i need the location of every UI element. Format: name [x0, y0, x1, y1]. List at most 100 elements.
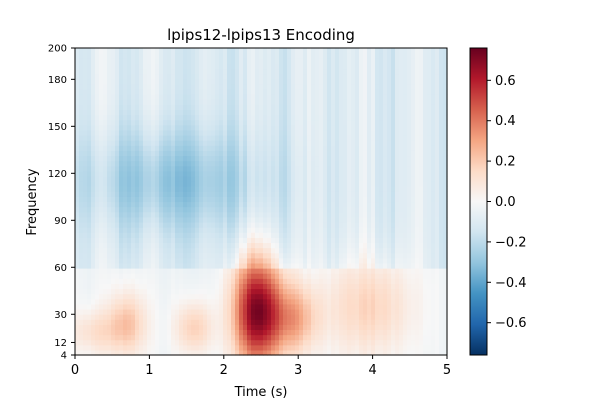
heatmap-cell: [227, 140, 232, 146]
heatmap-cell: [119, 58, 124, 64]
heatmap-cell: [103, 206, 108, 213]
heatmap-cell: [135, 252, 140, 259]
heatmap-cell: [239, 257, 244, 264]
heatmap-cell: [231, 206, 236, 213]
heatmap-cell: [83, 68, 88, 75]
heatmap-cell: [351, 83, 356, 90]
heatmap-cell: [291, 232, 296, 238]
heatmap-cell: [75, 99, 80, 105]
heatmap-cell: [347, 48, 352, 54]
heatmap-cell: [247, 288, 252, 295]
heatmap-cell: [235, 83, 240, 90]
heatmap-cell: [303, 160, 308, 167]
heatmap-cell: [187, 268, 192, 274]
heatmap-cell: [207, 329, 212, 336]
heatmap-cell: [143, 129, 148, 136]
heatmap-cell: [163, 288, 168, 295]
heatmap-cell: [199, 165, 204, 172]
heatmap-cell: [319, 160, 324, 167]
heatmap-cell: [219, 329, 224, 336]
heatmap-cell: [163, 88, 168, 95]
heatmap-cell: [279, 211, 284, 218]
heatmap-cell: [107, 303, 112, 310]
heatmap-cell: [155, 78, 160, 85]
heatmap-cell: [175, 48, 180, 54]
heatmap-cell: [195, 129, 200, 136]
heatmap-cell: [251, 165, 256, 172]
heatmap-cell: [331, 324, 336, 331]
heatmap-cell: [307, 48, 312, 54]
heatmap-cell: [319, 293, 324, 300]
heatmap-cell: [391, 349, 396, 356]
heatmap-cell: [255, 134, 260, 141]
heatmap-cell: [303, 206, 308, 213]
heatmap-cell: [239, 314, 244, 320]
heatmap-cell: [291, 175, 296, 182]
heatmap-cell: [179, 170, 184, 177]
heatmap-cell: [103, 88, 108, 95]
heatmap-cell: [363, 273, 368, 279]
heatmap-cell: [343, 160, 348, 167]
heatmap-cell: [351, 211, 356, 218]
heatmap-cell: [287, 283, 292, 290]
heatmap-cell: [303, 129, 308, 136]
heatmap-cell: [275, 175, 280, 182]
heatmap-cell: [147, 186, 152, 192]
heatmap-cell: [283, 237, 288, 244]
heatmap-cell: [151, 155, 156, 162]
heatmap-cell: [367, 298, 372, 305]
heatmap-cell: [123, 283, 128, 290]
heatmap-cell: [207, 170, 212, 177]
heatmap-cell: [387, 181, 392, 187]
heatmap-cell: [187, 73, 192, 80]
heatmap-cell: [343, 334, 348, 341]
heatmap-cell: [291, 237, 296, 244]
heatmap-cell: [99, 175, 104, 182]
heatmap-cell: [387, 262, 392, 269]
heatmap-cell: [167, 83, 172, 90]
heatmap-cell: [387, 334, 392, 341]
heatmap-cell: [339, 273, 344, 279]
heatmap-cell: [399, 94, 404, 100]
heatmap-cell: [275, 349, 280, 356]
heatmap-cell: [179, 324, 184, 331]
heatmap-cell: [195, 211, 200, 218]
heatmap-cell: [139, 83, 144, 90]
heatmap-cell: [191, 104, 196, 110]
heatmap-cell: [251, 160, 256, 167]
heatmap-cell: [227, 298, 232, 305]
heatmap-cell: [179, 175, 184, 182]
heatmap-cell: [287, 109, 292, 116]
heatmap-cell: [155, 319, 160, 325]
heatmap-cell: [275, 160, 280, 167]
heatmap-cell: [287, 329, 292, 336]
heatmap-cell: [175, 104, 180, 110]
heatmap-cell: [91, 216, 96, 223]
heatmap-cell: [223, 124, 228, 131]
heatmap-cell: [107, 227, 112, 233]
heatmap-cell: [187, 257, 192, 264]
heatmap-cell: [135, 58, 140, 64]
heatmap-cell: [259, 273, 264, 279]
heatmap-cell: [87, 314, 92, 320]
heatmap-cell: [403, 252, 408, 259]
heatmap-cell: [159, 129, 164, 136]
heatmap-cell: [267, 140, 272, 146]
heatmap-cell: [207, 273, 212, 279]
heatmap-cell: [171, 181, 176, 187]
heatmap-cell: [403, 63, 408, 70]
heatmap-cell: [323, 140, 328, 146]
heatmap-cell: [339, 160, 344, 167]
heatmap-cell: [271, 48, 276, 54]
heatmap-cell: [235, 94, 240, 100]
heatmap-cell: [135, 160, 140, 167]
heatmap-cell: [195, 99, 200, 105]
heatmap-cell: [367, 257, 372, 264]
heatmap-cell: [195, 227, 200, 233]
heatmap-cell: [355, 88, 360, 95]
heatmap-cell: [191, 124, 196, 131]
heatmap-cell: [391, 283, 396, 290]
heatmap-cell: [371, 242, 376, 249]
heatmap-cell: [235, 221, 240, 228]
heatmap-cell: [231, 293, 236, 300]
